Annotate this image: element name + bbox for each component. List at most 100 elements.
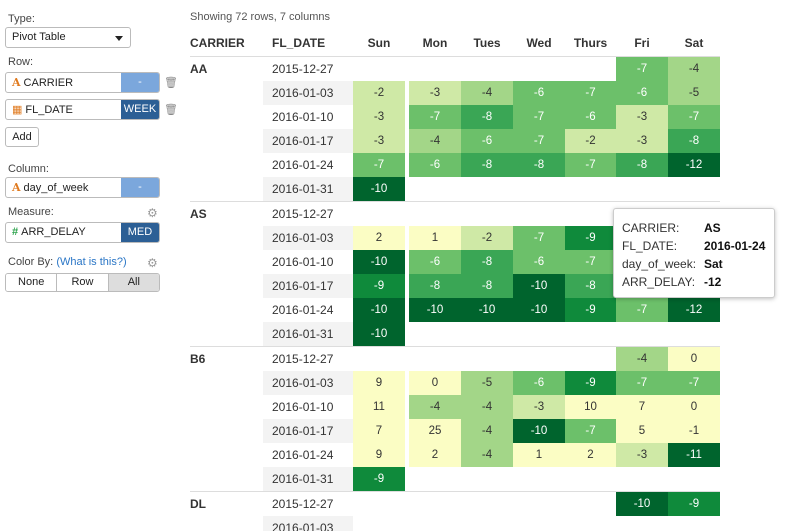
value-cell[interactable]: -6	[565, 105, 616, 129]
colorby-row-button[interactable]: Row	[57, 274, 109, 291]
column-header-wed[interactable]: Wed	[526, 36, 552, 50]
value-cell[interactable]: 7	[616, 395, 668, 419]
value-cell[interactable]	[409, 467, 461, 491]
measure-field-arr-delay[interactable]: # ARR_DELAY MED	[5, 222, 160, 243]
value-cell[interactable]: -3	[409, 81, 461, 105]
value-cell[interactable]: -8	[461, 153, 513, 177]
value-cell[interactable]: -4	[461, 395, 513, 419]
value-cell[interactable]: 1	[409, 226, 461, 250]
value-cell[interactable]: -9	[353, 467, 405, 491]
value-cell[interactable]: -9	[668, 492, 720, 516]
column-header-sat[interactable]: Sat	[684, 36, 704, 50]
value-cell[interactable]	[565, 467, 616, 491]
trash-icon[interactable]: 🗑	[164, 104, 178, 116]
value-cell[interactable]: -7	[565, 153, 616, 177]
value-cell[interactable]: -10	[513, 419, 565, 443]
value-cell[interactable]: -9	[565, 371, 616, 395]
value-cell[interactable]	[565, 516, 616, 531]
value-cell[interactable]: -3	[353, 129, 405, 153]
value-cell[interactable]	[513, 177, 565, 201]
value-cell[interactable]: -3	[513, 395, 565, 419]
value-cell[interactable]: -10	[513, 298, 565, 322]
value-cell[interactable]	[461, 322, 513, 346]
row-field-fl-date[interactable]: ▦ FL_DATE WEEK	[5, 99, 160, 120]
value-cell[interactable]: 7	[353, 419, 405, 443]
value-cell[interactable]	[353, 492, 405, 516]
colorby-all-button[interactable]: All	[108, 274, 159, 291]
value-cell[interactable]	[461, 516, 513, 531]
value-cell[interactable]: 1	[513, 443, 565, 467]
value-cell[interactable]: -7	[513, 105, 565, 129]
value-cell[interactable]	[513, 57, 565, 81]
column-field-option-button[interactable]: -	[121, 178, 159, 197]
value-cell[interactable]: 0	[409, 371, 461, 395]
value-cell[interactable]: -8	[513, 153, 565, 177]
value-cell[interactable]	[668, 467, 720, 491]
value-cell[interactable]: -3	[616, 443, 668, 467]
column-header-mon[interactable]: Mon	[422, 36, 448, 50]
chart-type-select[interactable]: Pivot Table	[5, 27, 131, 48]
what-is-this-link[interactable]: (What is this?)	[56, 256, 127, 268]
value-cell[interactable]: -7	[409, 105, 461, 129]
value-cell[interactable]	[668, 516, 720, 531]
value-cell[interactable]	[565, 57, 616, 81]
value-cell[interactable]: -7	[616, 371, 668, 395]
value-cell[interactable]	[353, 57, 405, 81]
value-cell[interactable]: -3	[616, 129, 668, 153]
value-cell[interactable]: 2	[409, 443, 461, 467]
value-cell[interactable]: -7	[513, 129, 565, 153]
value-cell[interactable]	[409, 202, 461, 226]
value-cell[interactable]: 0	[668, 395, 720, 419]
value-cell[interactable]	[513, 322, 565, 346]
trash-icon[interactable]: 🗑	[164, 77, 178, 89]
value-cell[interactable]: -9	[353, 274, 405, 298]
measure-aggregation-button[interactable]: MED	[121, 223, 159, 242]
value-cell[interactable]: -3	[353, 105, 405, 129]
value-cell[interactable]	[409, 322, 461, 346]
value-cell[interactable]	[616, 322, 668, 346]
value-cell[interactable]: -7	[353, 153, 405, 177]
column-header-fl-date[interactable]: FL_DATE	[272, 36, 326, 50]
value-cell[interactable]: -8	[461, 250, 513, 274]
gear-icon[interactable]: ⚙	[147, 256, 158, 270]
value-cell[interactable]: -7	[616, 298, 668, 322]
value-cell[interactable]: -7	[668, 105, 720, 129]
value-cell[interactable]	[565, 202, 616, 226]
value-cell[interactable]: -12	[668, 298, 720, 322]
value-cell[interactable]	[565, 492, 616, 516]
value-cell[interactable]: -10	[461, 298, 513, 322]
value-cell[interactable]: -6	[461, 129, 513, 153]
value-cell[interactable]: -4	[616, 347, 668, 371]
value-cell[interactable]: -2	[353, 81, 405, 105]
add-row-button[interactable]: Add	[5, 127, 39, 147]
value-cell[interactable]: -7	[513, 226, 565, 250]
value-cell[interactable]: -6	[513, 81, 565, 105]
row-field-carrier-option-button[interactable]: -	[121, 73, 159, 92]
value-cell[interactable]: -5	[668, 81, 720, 105]
value-cell[interactable]: -10	[513, 274, 565, 298]
value-cell[interactable]: -7	[565, 419, 616, 443]
value-cell[interactable]	[513, 492, 565, 516]
column-header-sun[interactable]: Sun	[367, 36, 391, 50]
value-cell[interactable]	[616, 516, 668, 531]
value-cell[interactable]	[616, 177, 668, 201]
value-cell[interactable]	[513, 347, 565, 371]
value-cell[interactable]: -10	[353, 298, 405, 322]
value-cell[interactable]: -6	[616, 81, 668, 105]
value-cell[interactable]: -5	[461, 371, 513, 395]
value-cell[interactable]	[461, 347, 513, 371]
value-cell[interactable]: -11	[668, 443, 720, 467]
value-cell[interactable]: -3	[616, 105, 668, 129]
value-cell[interactable]: -4	[461, 419, 513, 443]
value-cell[interactable]	[461, 57, 513, 81]
value-cell[interactable]	[409, 492, 461, 516]
value-cell[interactable]: -2	[565, 129, 616, 153]
value-cell[interactable]: 2	[565, 443, 616, 467]
value-cell[interactable]: -8	[461, 274, 513, 298]
value-cell[interactable]: 9	[353, 371, 405, 395]
value-cell[interactable]: -8	[616, 153, 668, 177]
column-header-fri[interactable]: Fri	[634, 36, 650, 50]
value-cell[interactable]: -7	[565, 250, 616, 274]
value-cell[interactable]: -10	[409, 298, 461, 322]
